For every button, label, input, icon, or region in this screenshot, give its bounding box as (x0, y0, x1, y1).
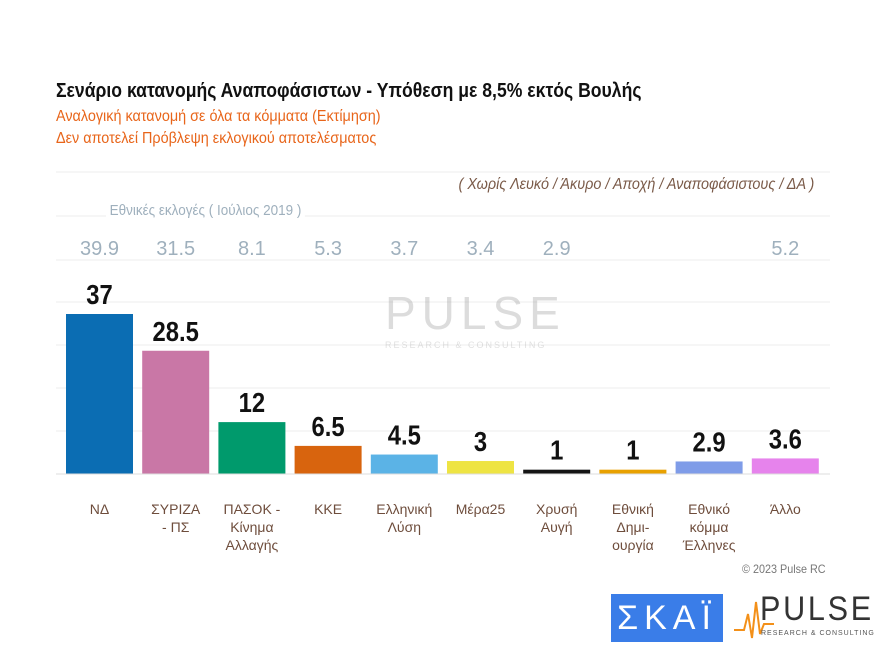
value-label: 4.5 (388, 419, 421, 451)
category-label: ΚΚΕ (314, 501, 342, 517)
bar (370, 454, 438, 474)
bar (294, 445, 362, 474)
elections-2019-value: 31.5 (156, 238, 195, 260)
elections-2019-value: 8.1 (238, 238, 266, 260)
category-label: Άλλο (770, 501, 801, 517)
category-label: Έλληνες (682, 537, 736, 553)
pulse-watermark: PULSE RESEARCH & CONSULTING (385, 286, 566, 350)
value-label: 2.9 (693, 426, 726, 458)
value-label: 3.6 (769, 423, 802, 455)
value-label: 3 (474, 425, 487, 457)
category-label: ΝΔ (90, 501, 109, 517)
value-label: 1 (550, 434, 563, 466)
elections-2019-label: Εθνικές εκλογές ( Ιούλιος 2019 ) (106, 202, 306, 219)
category-label: κόμμα (690, 519, 729, 535)
elections-2019-value: 3.4 (467, 238, 495, 260)
category-label: ουργία (612, 537, 654, 553)
bar (218, 422, 286, 474)
category-label: Δημι- (616, 519, 649, 535)
value-label: 37 (86, 278, 112, 310)
bar (599, 469, 667, 474)
category-label: Λύση (388, 519, 421, 535)
bar (447, 461, 514, 474)
value-label: 1 (626, 434, 639, 466)
value-label: 28.5 (153, 315, 199, 347)
pulse-logo-tagline: RESEARCH & CONSULTING (761, 630, 875, 637)
bar (675, 461, 743, 474)
elections-2019-value: 3.7 (390, 238, 418, 260)
category-label: Κίνημα (230, 519, 273, 535)
bar (751, 458, 819, 474)
elections-2019-value: 5.3 (314, 238, 342, 260)
bar (142, 350, 210, 474)
elections-2019-value: 2.9 (543, 238, 571, 260)
value-label: 6.5 (312, 410, 345, 442)
category-label: - ΠΣ (162, 519, 190, 535)
category-label: Χρυσή (536, 501, 577, 517)
value-label: 12 (239, 386, 265, 418)
watermark-tagline: RESEARCH & CONSULTING (385, 340, 547, 350)
pulse-wave-icon (734, 601, 774, 639)
watermark-text: PULSE (385, 287, 566, 339)
pulse-logo-text: PULSE (760, 590, 874, 628)
category-label: ΠΑΣΟΚ - (223, 501, 280, 517)
chart-disclaimer: Δεν αποτελεί Πρόβλεψη εκλογικού αποτελέσ… (56, 130, 377, 147)
chart-subtitle: Αναλογική κατανομή σε όλα τα κόμματα (Εκ… (56, 108, 381, 125)
copyright: © 2023 Pulse RC (742, 562, 826, 576)
category-label: Αυγή (541, 519, 573, 535)
category-label: Μέρα25 (456, 501, 506, 517)
skai-logo: ΣΚΑΪ (611, 594, 723, 642)
elections-2019-value: 5.2 (771, 238, 799, 260)
category-label: ΣΥΡΙΖΑ (151, 501, 201, 517)
category-label: Αλλαγής (226, 537, 279, 553)
elections-2019-value: 39.9 (80, 238, 119, 260)
category-label: Ελληνική (376, 501, 432, 517)
chart-title: Σενάριο κατανομής Αναποφάσιστων - Υπόθεσ… (56, 80, 642, 102)
bar (66, 314, 133, 474)
chart-note: ( Χωρίς Λευκό / Άκυρο / Αποχή / Αναποφάσ… (458, 176, 814, 193)
category-label: Εθνικό (688, 501, 730, 517)
bar (523, 469, 591, 474)
category-label: Εθνική (612, 501, 654, 517)
pulse-logo: PULSE RESEARCH & CONSULTING (734, 590, 874, 644)
